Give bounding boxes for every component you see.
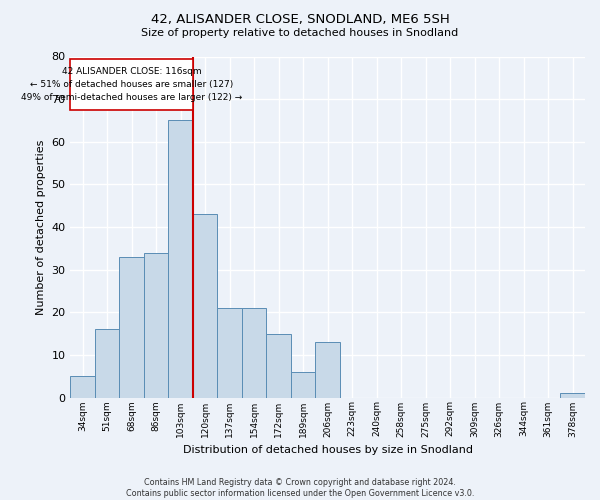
Y-axis label: Number of detached properties: Number of detached properties <box>36 140 46 314</box>
Bar <box>169 120 193 398</box>
Text: Contains HM Land Registry data © Crown copyright and database right 2024.
Contai: Contains HM Land Registry data © Crown c… <box>126 478 474 498</box>
Bar <box>144 252 169 398</box>
Bar <box>242 308 266 398</box>
Bar <box>217 308 242 398</box>
Bar <box>95 330 119 398</box>
Bar <box>560 394 585 398</box>
Bar <box>193 214 217 398</box>
X-axis label: Distribution of detached houses by size in Snodland: Distribution of detached houses by size … <box>182 445 473 455</box>
Bar <box>119 257 144 398</box>
FancyBboxPatch shape <box>70 58 193 110</box>
Bar <box>291 372 316 398</box>
Bar <box>70 376 95 398</box>
Text: 42, ALISANDER CLOSE, SNODLAND, ME6 5SH: 42, ALISANDER CLOSE, SNODLAND, ME6 5SH <box>151 12 449 26</box>
Bar <box>266 334 291 398</box>
Bar <box>316 342 340 398</box>
Text: 42 ALISANDER CLOSE: 116sqm
← 51% of detached houses are smaller (127)
49% of sem: 42 ALISANDER CLOSE: 116sqm ← 51% of deta… <box>21 66 242 102</box>
Text: Size of property relative to detached houses in Snodland: Size of property relative to detached ho… <box>142 28 458 38</box>
